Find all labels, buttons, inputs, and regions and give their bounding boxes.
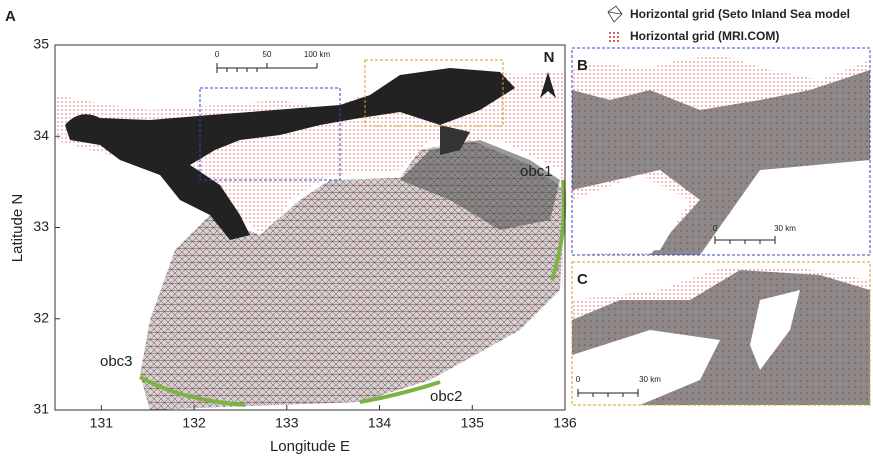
legend-icon [608, 6, 622, 22]
x-tick-label: 132 [182, 415, 206, 431]
x-tick-label: 133 [275, 415, 299, 431]
annotation: obc1 [520, 163, 553, 180]
legend-entry: Horizontal grid (Seto Inland Sea model [630, 7, 850, 21]
scale-label: 0 [713, 224, 718, 233]
x-tick-label: 135 [461, 415, 485, 431]
map-a: N 0 50 100 km obc1 obc2 obc3 [55, 45, 565, 410]
legend-icon [609, 32, 619, 42]
panel-label: B [577, 57, 588, 74]
x-tick-label: 134 [368, 415, 392, 431]
map-b: 0 30 km [572, 48, 870, 255]
legend-entry: Horizontal grid (MRI.COM) [630, 29, 779, 43]
y-tick-label: 31 [33, 401, 49, 417]
y-tick-label: 32 [33, 309, 49, 325]
panel-label: A [5, 8, 16, 25]
y-axis-label: Latitude N [9, 194, 26, 262]
scale-label: 50 [263, 50, 272, 59]
x-tick-label: 136 [553, 415, 577, 431]
scale-label: 100 km [304, 50, 331, 59]
y-tick-label: 34 [33, 127, 49, 143]
annotation: obc2 [430, 388, 463, 405]
scale-label: 30 km [774, 224, 796, 233]
scale-label: 0 [576, 375, 581, 384]
map-c: 0 30 km [572, 262, 870, 405]
x-axis-label: Longitude E [270, 438, 350, 455]
x-tick-label: 131 [90, 415, 114, 431]
scale-label: 0 [215, 50, 220, 59]
y-tick-label: 33 [33, 218, 49, 234]
panel-label: C [577, 271, 588, 288]
y-tick-label: 35 [33, 36, 49, 52]
scale-label: 30 km [639, 375, 661, 384]
figure: N 0 50 100 km obc1 obc2 obc3 A Longitude… [0, 0, 873, 457]
north-label: N [544, 49, 555, 66]
annotation: obc3 [100, 353, 133, 370]
